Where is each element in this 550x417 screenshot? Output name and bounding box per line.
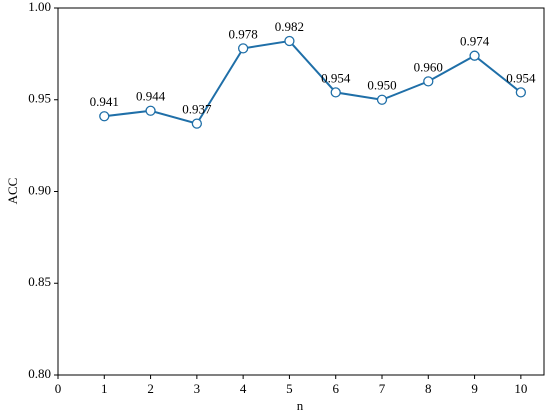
marker bbox=[284, 35, 295, 47]
data-label: 0.941 bbox=[90, 94, 119, 109]
data-label: 0.954 bbox=[321, 70, 351, 85]
data-label: 0.944 bbox=[136, 89, 166, 104]
line bbox=[104, 39, 522, 125]
marker bbox=[191, 118, 203, 129]
y-tick-label: 1.00 bbox=[28, 0, 51, 14]
plot-frame bbox=[57, 7, 545, 376]
marker bbox=[99, 111, 110, 122]
data-label: 0.974 bbox=[460, 34, 490, 49]
x-tick-label: 0 bbox=[55, 381, 62, 396]
marker bbox=[376, 94, 388, 105]
x-tick-label: 8 bbox=[425, 381, 432, 396]
y-tick-label: 0.85 bbox=[28, 274, 51, 289]
data-label: 0.954 bbox=[506, 70, 536, 85]
marker bbox=[237, 43, 249, 54]
marker bbox=[145, 105, 156, 116]
y-tick-label: 0.95 bbox=[28, 91, 51, 106]
x-tick-label: 3 bbox=[194, 381, 201, 396]
marker bbox=[515, 87, 527, 98]
y-tick-label: 0.80 bbox=[28, 366, 51, 381]
x-tick-label: 4 bbox=[240, 381, 247, 396]
y-axis-label: ACC bbox=[5, 178, 20, 205]
data-label: 0.960 bbox=[414, 59, 443, 74]
data-label: 0.982 bbox=[275, 19, 304, 34]
x-tick-label: 2 bbox=[147, 381, 154, 396]
data-label: 0.950 bbox=[367, 78, 396, 93]
y-tick-label: 0.90 bbox=[28, 182, 51, 197]
marker bbox=[469, 50, 480, 61]
data-label: 0.978 bbox=[229, 26, 258, 41]
x-axis-label: n bbox=[297, 398, 304, 413]
x-tick-label: 5 bbox=[286, 381, 293, 396]
marker bbox=[330, 87, 341, 98]
x-tick-label: 6 bbox=[332, 381, 339, 396]
marker bbox=[423, 76, 434, 87]
x-tick-label: 9 bbox=[471, 381, 478, 396]
x-tick-label: 1 bbox=[101, 381, 108, 396]
x-tick-label: 7 bbox=[379, 381, 386, 396]
x-tick-label: 10 bbox=[514, 381, 527, 396]
data-label: 0.937 bbox=[182, 102, 212, 117]
